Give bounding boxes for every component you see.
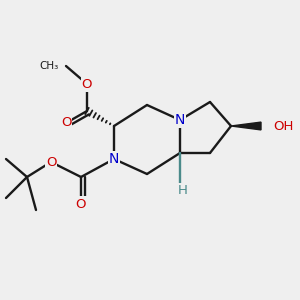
Text: O: O [82, 77, 92, 91]
Text: H: H [178, 184, 188, 197]
Text: O: O [46, 155, 56, 169]
Text: OH: OH [273, 119, 293, 133]
Text: CH₃: CH₃ [39, 61, 58, 71]
Text: O: O [76, 197, 86, 211]
Text: N: N [175, 113, 185, 127]
Text: N: N [109, 152, 119, 166]
Text: O: O [61, 116, 71, 130]
Polygon shape [231, 122, 261, 130]
